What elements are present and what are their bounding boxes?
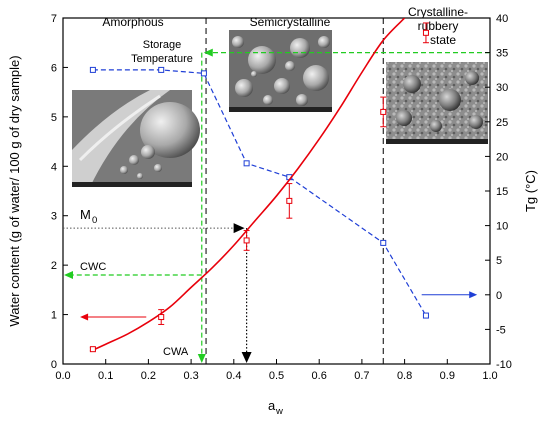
left-tick-label: 4 — [51, 161, 57, 173]
axis-indicator-arrows — [80, 291, 478, 321]
sorption-point — [380, 108, 387, 115]
micrograph-crystalline — [386, 62, 488, 144]
left-tick-label: 1 — [51, 310, 57, 322]
tg-point — [158, 66, 165, 73]
x-tick-label: 0.1 — [98, 370, 113, 382]
right-tick-label: 15 — [496, 186, 508, 198]
sorption-fitted-curve — [92, 18, 406, 351]
sorption-data-points — [89, 22, 429, 353]
region-label-crystalline-1: Crystalline- — [408, 5, 468, 19]
x-tick-label: 1.0 — [482, 370, 497, 382]
cwc-arrow — [64, 271, 73, 280]
right-tick-label: 25 — [496, 117, 508, 129]
right-axis-indicator-arrowhead — [469, 291, 478, 299]
sorption-curve — [92, 18, 406, 351]
x-tick-label: 0.7 — [354, 370, 369, 382]
left-tick-label: 3 — [51, 211, 57, 223]
left-axis-label: Water content (g of water/ 100 g of dry … — [7, 55, 22, 326]
storage-temperature-arrow — [203, 48, 213, 57]
tg-point — [243, 160, 250, 167]
right-tick-label: 0 — [496, 290, 502, 302]
x-axis-label: a — [268, 398, 276, 413]
region-label-semicrystalline: Semicrystalline — [250, 15, 331, 29]
left-axis-indicator-arrowhead — [80, 313, 89, 321]
right-tick-label: 30 — [496, 82, 508, 94]
sorption-point — [422, 29, 429, 36]
x-tick-label: 0.0 — [55, 370, 70, 382]
right-tick-label: 20 — [496, 151, 508, 163]
m0-aw-arrow — [241, 352, 252, 363]
cwc-label: CWC — [80, 261, 106, 273]
cwa-label: CWA — [163, 346, 189, 358]
right-tick-label: -10 — [496, 359, 512, 371]
tg-point — [89, 66, 96, 73]
left-tick-label: 0 — [51, 359, 57, 371]
sorption-point — [158, 314, 165, 321]
m0-label-subscript: 0 — [92, 215, 97, 226]
right-tick-label: -5 — [496, 324, 506, 336]
region-label-crystalline-3: state — [430, 33, 456, 47]
sorption-point — [243, 237, 250, 244]
tg-point — [380, 239, 387, 246]
left-tick-label: 6 — [51, 62, 57, 74]
x-axis-ticks: 0.0 0.1 0.2 0.3 0.4 0.5 0.6 0.7 0.8 0.9 1.0 — [55, 359, 498, 382]
right-axis-ticks: -10 -5 0 5 10 15 20 25 30 35 40 — [485, 13, 512, 371]
right-tick-label: 35 — [496, 48, 508, 60]
right-tick-label: 10 — [496, 221, 508, 233]
left-tick-label: 5 — [51, 112, 57, 124]
x-tick-label: 0.2 — [141, 370, 156, 382]
guide-lines — [63, 48, 490, 363]
x-tick-label: 0.9 — [440, 370, 455, 382]
x-tick-label: 0.3 — [183, 370, 198, 382]
right-tick-label: 40 — [496, 13, 508, 25]
m0-arrow — [233, 223, 245, 234]
storage-temperature-label-2: Temperature — [131, 53, 193, 65]
left-tick-label: 2 — [51, 260, 57, 272]
cwa-arrow — [197, 354, 206, 363]
region-label-amorphous: Amorphous — [102, 15, 163, 29]
sorption-point — [89, 346, 96, 353]
sorption-point — [286, 197, 293, 204]
left-tick-label: 7 — [51, 13, 57, 25]
micrograph-semicrystalline — [229, 30, 332, 112]
x-tick-label: 0.4 — [226, 370, 241, 382]
right-axis-label: Tg (°C) — [523, 170, 538, 212]
m0-label: M — [80, 207, 91, 222]
right-tick-label: 5 — [496, 255, 502, 267]
left-axis-ticks: 0 1 2 3 4 5 6 7 — [51, 13, 68, 371]
tg-point — [200, 70, 207, 77]
x-tick-label: 0.8 — [397, 370, 412, 382]
x-tick-label: 0.6 — [312, 370, 327, 382]
storage-temperature-label-1: Storage — [143, 39, 182, 51]
micrograph-amorphous — [72, 90, 200, 187]
x-axis-label-subscript: w — [275, 406, 283, 417]
x-tick-label: 0.5 — [269, 370, 284, 382]
tg-point — [422, 312, 429, 319]
